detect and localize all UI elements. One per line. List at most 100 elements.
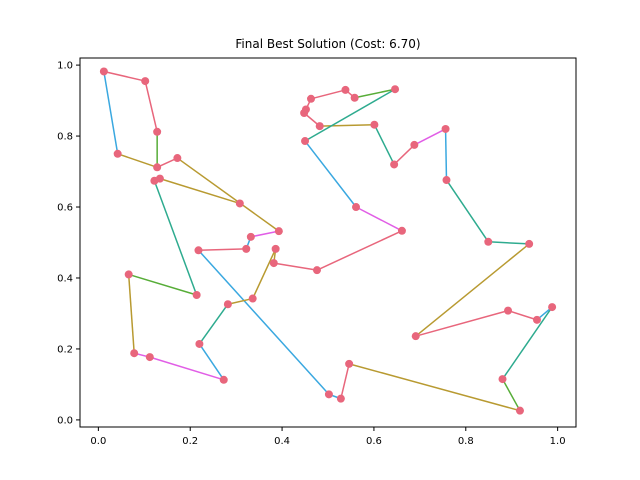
city-point [153, 127, 162, 136]
route-segment [319, 123, 375, 127]
route-segment [198, 248, 247, 252]
city-point [155, 174, 164, 183]
city-point [223, 300, 232, 309]
route-segment [103, 70, 146, 82]
x-tick-label: 0.0 [90, 436, 106, 447]
route-segment [197, 249, 330, 395]
city-point [390, 160, 399, 169]
city-point [145, 353, 154, 362]
route-segment [198, 343, 225, 381]
city-point [274, 227, 283, 236]
route-segment [304, 140, 357, 208]
city-point [99, 67, 108, 76]
route-segment [445, 179, 489, 243]
route-segment [355, 206, 403, 232]
x-tick-label: 1.0 [550, 436, 566, 447]
route-segment [393, 144, 415, 165]
city-point [307, 94, 316, 103]
y-tick-label: 0.6 [57, 203, 73, 214]
route-segment [316, 230, 403, 271]
route-segment [176, 157, 280, 232]
city-point [269, 259, 278, 268]
city-point [124, 270, 133, 279]
route-segment [227, 297, 253, 305]
city-point [411, 332, 420, 341]
route-segment [117, 153, 158, 168]
route-segment [348, 363, 521, 412]
city-point [336, 394, 345, 403]
route-segment [501, 378, 521, 412]
y-tick-label: 0.4 [57, 273, 73, 284]
route-segment [153, 180, 198, 296]
city-point [532, 315, 541, 324]
route-segment [354, 88, 396, 99]
city-point [153, 163, 162, 172]
city-point [350, 93, 359, 102]
city-point [195, 339, 204, 348]
city-point [242, 244, 251, 253]
city-point [130, 349, 139, 358]
city-point [301, 105, 310, 114]
route-segment [413, 128, 446, 146]
route-segment [444, 128, 448, 181]
city-point [548, 303, 557, 312]
city-point [498, 375, 507, 384]
x-axis-ticks: 0.0 0.2 0.4 0.6 0.8 1.0 [90, 427, 566, 447]
city-point [504, 306, 513, 315]
route-segment [128, 273, 197, 296]
city-point [194, 246, 203, 255]
city-point [352, 203, 361, 212]
y-tick-label: 0.2 [57, 344, 73, 355]
y-tick-label: 1.0 [57, 61, 73, 72]
city-point [173, 154, 182, 163]
plot-frame [79, 57, 577, 428]
route-segment [273, 262, 318, 271]
city-point [391, 85, 400, 94]
city-point [219, 375, 228, 384]
city-point [141, 77, 150, 86]
x-tick-label: 0.6 [366, 436, 382, 447]
y-tick-label: 0.8 [57, 132, 73, 143]
city-point [246, 232, 255, 241]
city-point [235, 199, 244, 208]
route-points [99, 67, 557, 415]
route-segment [310, 89, 346, 100]
route-segment [304, 88, 396, 142]
y-axis-ticks: 0.0 0.2 0.4 0.6 0.8 1.0 [57, 61, 80, 426]
route-segment [144, 80, 158, 132]
route-segment [373, 124, 395, 165]
city-point [397, 226, 406, 235]
city-point [484, 237, 493, 246]
x-tick-label: 0.4 [274, 436, 290, 447]
city-point [341, 85, 350, 94]
city-point [515, 406, 524, 415]
route-segment [127, 274, 135, 354]
route-segment [149, 356, 224, 381]
city-point [271, 244, 280, 253]
city-point [324, 390, 333, 399]
route-segment [501, 306, 553, 380]
route-segment [198, 303, 229, 345]
city-point [312, 266, 321, 275]
city-point [248, 294, 257, 303]
route-segment [250, 230, 280, 238]
city-point [192, 291, 201, 300]
route-segment [340, 363, 350, 399]
city-point [442, 176, 451, 185]
chart-title: Final Best Solution (Cost: 6.70) [235, 37, 420, 51]
route-segment [415, 243, 530, 337]
city-point [345, 359, 354, 368]
city-point [113, 149, 122, 158]
route-segment [415, 309, 509, 337]
x-tick-label: 0.2 [182, 436, 198, 447]
y-tick-label: 0.0 [57, 415, 73, 426]
city-point [370, 120, 379, 129]
x-tick-label: 0.8 [458, 436, 474, 447]
route-segment [507, 309, 538, 321]
route-segment [103, 71, 119, 154]
city-point [410, 140, 419, 149]
city-point [315, 122, 324, 131]
route-segment [252, 248, 277, 299]
route-segment [159, 177, 241, 205]
